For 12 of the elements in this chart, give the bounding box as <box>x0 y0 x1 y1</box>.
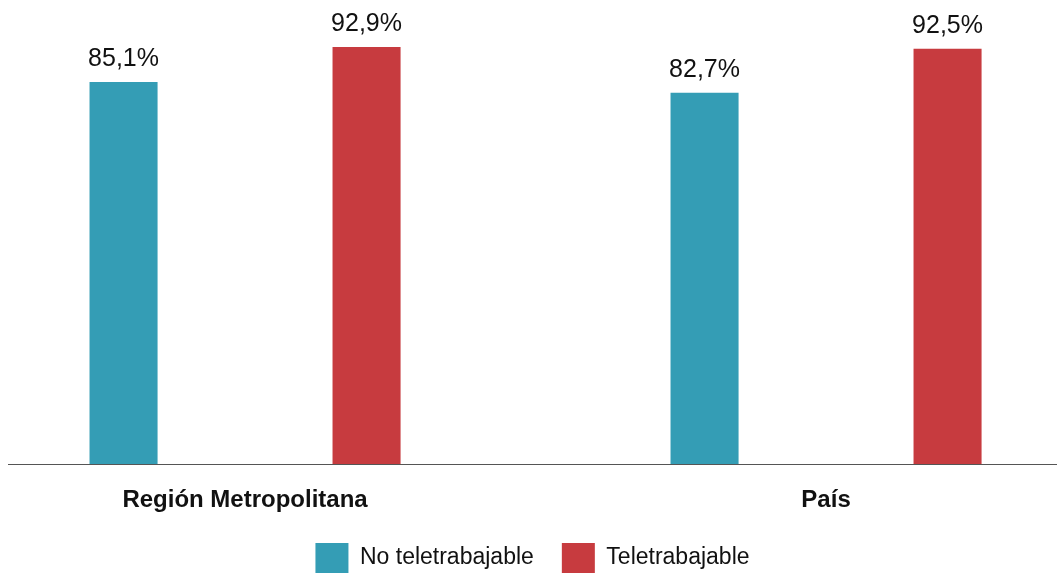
bar <box>913 48 982 464</box>
data-label: 92,9% <box>331 7 402 36</box>
data-label: 92,5% <box>912 9 983 38</box>
legend-label: No teletrabajable <box>359 543 534 570</box>
x-tick-label: Región Metropolitana <box>122 484 369 512</box>
legend-label: Teletrabajable <box>606 543 750 570</box>
x-tick-label: País <box>801 484 851 512</box>
data-label: 85,1% <box>88 42 159 71</box>
bar <box>670 92 739 464</box>
bar <box>332 46 401 464</box>
bar <box>89 81 158 464</box>
data-label: 82,7% <box>669 53 740 82</box>
